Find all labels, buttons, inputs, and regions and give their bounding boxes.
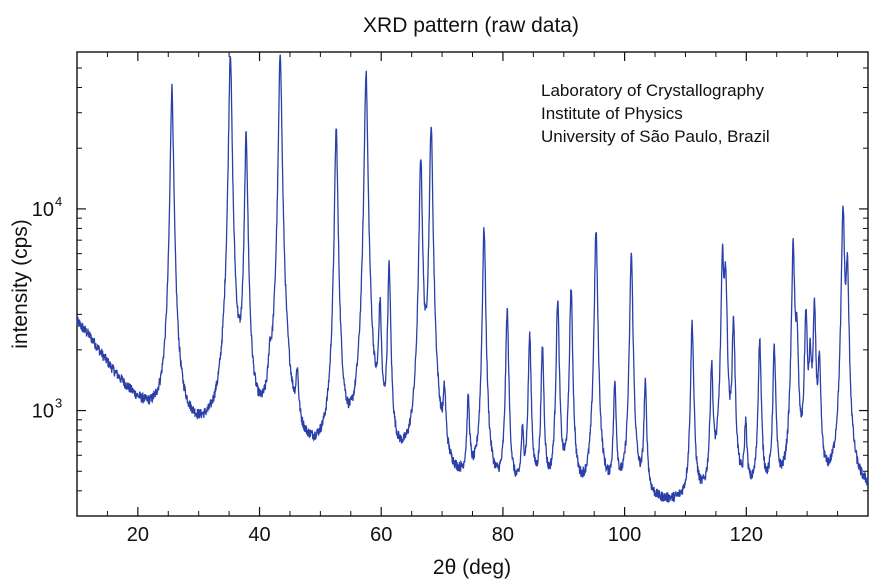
plot-frame <box>76 51 869 517</box>
x-tick-label: 100 <box>608 524 641 546</box>
svg-text:10: 10 <box>32 199 54 221</box>
annotation-university: University of São Paulo, Brazil <box>541 127 770 146</box>
annotation-lab: Laboratory of Crystallography <box>541 81 765 100</box>
svg-text:10: 10 <box>32 401 54 423</box>
x-tick-label: 40 <box>248 524 270 546</box>
axis-ticks <box>76 51 868 517</box>
chart-title: XRD pattern (raw data) <box>363 14 579 37</box>
svg-text:4: 4 <box>55 194 62 209</box>
y-tick-label: 10 4 <box>32 194 62 221</box>
x-tick-labels: 20 40 60 80 100 120 <box>127 524 763 546</box>
x-tick-label: 120 <box>730 524 763 546</box>
svg-text:3: 3 <box>55 396 62 411</box>
y-tick-label: 10 3 <box>32 396 62 423</box>
x-tick-label: 60 <box>370 524 392 546</box>
y-axis-label: intensity (cps) <box>9 219 32 349</box>
xrd-series-line <box>76 54 869 503</box>
x-tick-label: 80 <box>492 524 514 546</box>
x-tick-label: 20 <box>127 524 149 546</box>
annotation-institute: Institute of Physics <box>541 104 683 123</box>
x-axis-label: 2θ (deg) <box>433 556 511 579</box>
